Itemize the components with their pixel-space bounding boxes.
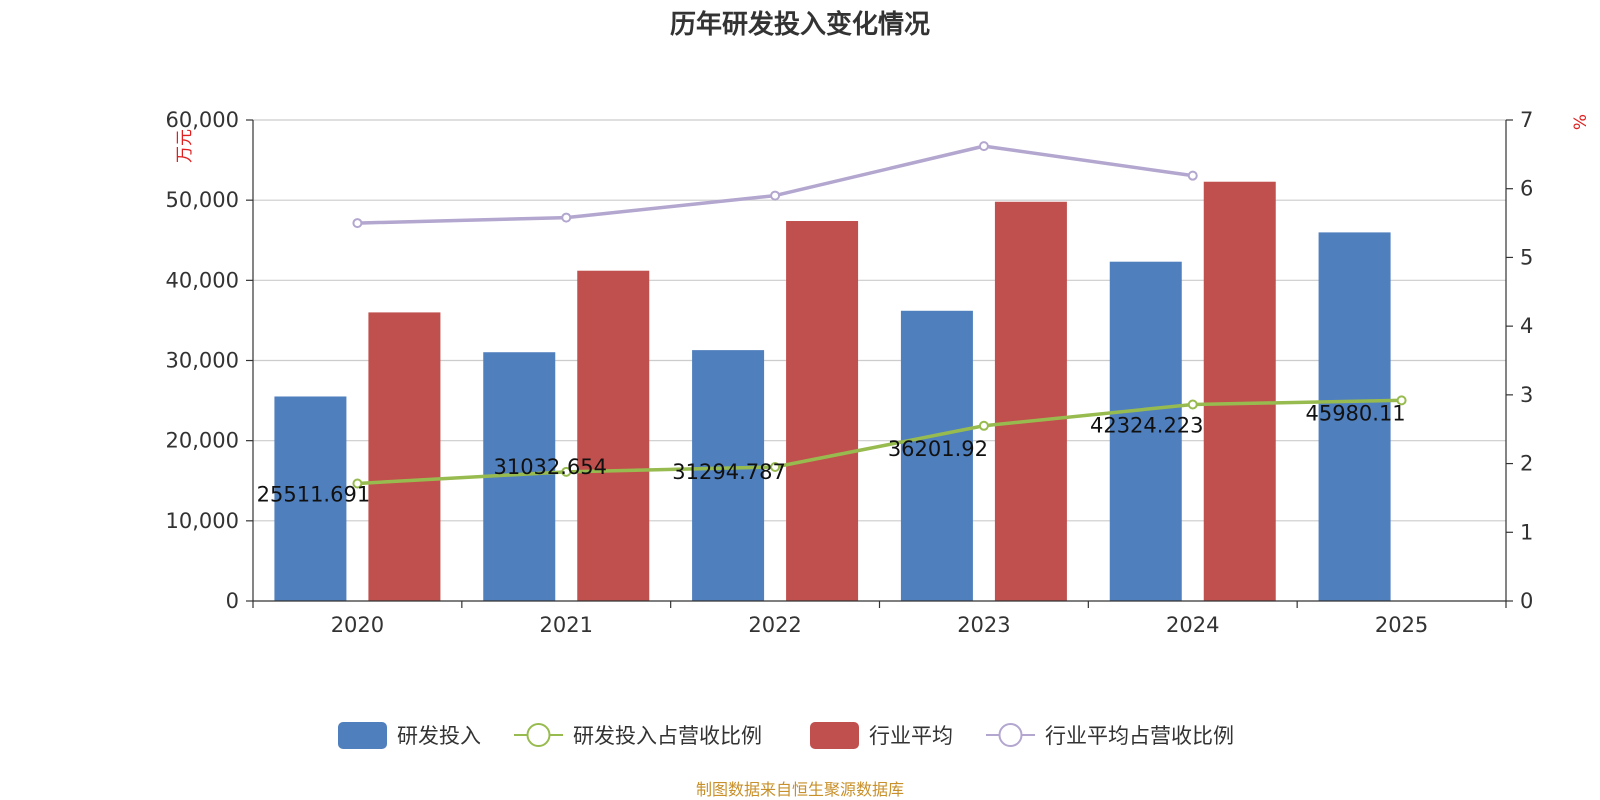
bar-rd-investment — [900, 310, 973, 601]
point-industry-ratio — [978, 141, 989, 152]
right-axis-unit: % — [1571, 114, 1591, 130]
axes: 0 10,000 20,000 30,000 40,000 50,000 60,000 0 1 2… — [166, 108, 1534, 637]
point-rd-ratio — [352, 478, 363, 489]
x-axis-tick-label: 2020 — [331, 613, 384, 637]
bars — [274, 181, 1391, 601]
left-axis-tick-label: 50,000 — [166, 188, 239, 212]
bar-industry-average — [577, 270, 650, 601]
data-label: 45980.11 — [1305, 401, 1405, 425]
x-axis-tick-label: 2022 — [748, 613, 801, 637]
legend-industry-ratio-swatch-marker — [998, 723, 1023, 747]
bar-rd-investment — [1109, 261, 1182, 601]
left-axis-tick-label: 20,000 — [166, 429, 239, 453]
point-rd-ratio — [1396, 395, 1407, 406]
legend: 研发投入 研发投入占营收比例 行业平均 行业平均占营收比例 — [338, 722, 1234, 749]
right-axis-tick-label: 6 — [1520, 177, 1533, 201]
right-axis-tick-label: 3 — [1520, 383, 1533, 407]
point-rd-ratio — [978, 420, 989, 431]
left-axis-unit: 万元 — [175, 129, 195, 163]
x-axis-tick-label: 2023 — [957, 613, 1010, 637]
right-axis-tick-label: 2 — [1520, 452, 1533, 476]
bar-rd-investment — [692, 350, 765, 601]
legend-rd-investment-label: 研发投入 — [397, 724, 481, 748]
legend-rd-ratio-swatch-marker — [526, 723, 551, 747]
legend-industry-ratio-label: 行业平均占营收比例 — [1045, 724, 1234, 748]
left-axis-tick-label: 10,000 — [166, 509, 239, 533]
bar-industry-average — [1203, 181, 1276, 601]
right-axis-tick-label: 1 — [1520, 520, 1533, 544]
bar-industry-average — [368, 312, 441, 601]
source-note: 制图数据来自恒生聚源数据库 — [696, 780, 904, 799]
series-line-rd-ratio — [357, 398, 1402, 486]
data-label: 42324.223 — [1090, 413, 1204, 437]
left-axis-tick-label: 0 — [226, 589, 239, 613]
left-axis-tick-label: 30,000 — [166, 349, 239, 373]
right-axis-tick-label: 5 — [1520, 245, 1533, 269]
point-rd-ratio — [561, 466, 572, 477]
bar-industry-average — [994, 201, 1067, 601]
bar-rd-investment — [274, 396, 347, 601]
left-axis-tick-label: 60,000 — [166, 108, 239, 132]
point-industry-ratio — [1187, 170, 1198, 181]
point-industry-ratio — [352, 218, 363, 229]
data-label: 31032.654 — [493, 455, 607, 479]
point-industry-ratio — [770, 190, 781, 201]
gridlines — [253, 119, 1506, 522]
x-axis-tick-label: 2024 — [1166, 613, 1219, 637]
point-industry-ratio — [561, 212, 572, 223]
series-line-industry-ratio — [357, 144, 1193, 225]
data-label: 36201.92 — [888, 437, 988, 461]
right-axis-tick-label: 4 — [1520, 314, 1533, 338]
x-axis-tick-label: 2021 — [540, 613, 593, 637]
legend-industry-average-label: 行业平均 — [869, 724, 953, 748]
data-label: 25511.691 — [257, 482, 371, 506]
data-labels: 25511.691 31032.654 31294.787 36201.92 42324… — [257, 401, 1406, 506]
right-axis-tick-label: 0 — [1520, 589, 1533, 613]
legend-rd-investment-swatch — [338, 722, 387, 749]
bar-rd-investment — [1318, 232, 1391, 601]
point-rd-ratio — [1187, 399, 1198, 410]
legend-rd-ratio-label: 研发投入占营收比例 — [573, 724, 762, 748]
right-axis-tick-label: 7 — [1520, 108, 1533, 132]
series-lines — [352, 141, 1407, 489]
legend-industry-average-swatch — [810, 722, 859, 749]
left-axis-tick-label: 40,000 — [166, 268, 239, 292]
point-rd-ratio — [770, 462, 781, 473]
data-label: 31294.787 — [672, 460, 786, 484]
bar-industry-average — [786, 221, 859, 601]
chart-title: 历年研发投入变化情况 — [670, 9, 930, 40]
x-axis-tick-label: 2025 — [1375, 613, 1428, 637]
